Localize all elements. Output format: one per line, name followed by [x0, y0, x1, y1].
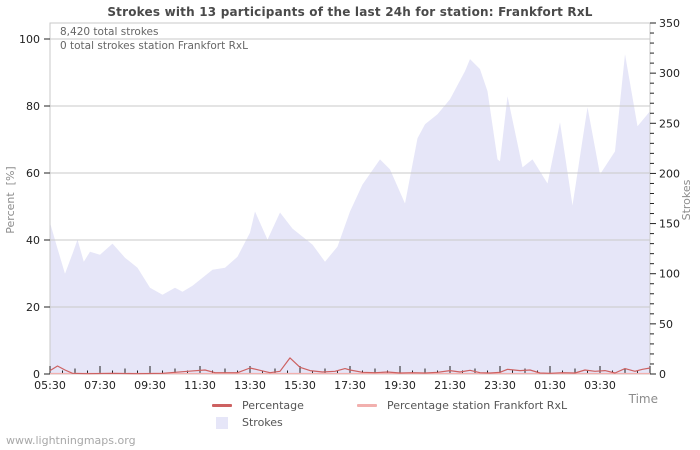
x-tick-label: 13:30	[234, 379, 266, 392]
legend: Percentage Percentage station Frankfort …	[212, 399, 567, 429]
legend-label-strokes: Strokes	[242, 416, 283, 429]
x-tick-label: 09:30	[134, 379, 166, 392]
legend-label-percentage: Percentage	[242, 399, 304, 412]
left-tick-label: 80	[26, 100, 40, 113]
x-tick-label: 15:30	[284, 379, 316, 392]
x-tick-label: 19:30	[384, 379, 416, 392]
x-tick-label: 03:30	[584, 379, 616, 392]
left-tick-label: 0	[33, 368, 40, 381]
strokes-area-swatch	[216, 416, 228, 429]
right-tick-label: 250	[659, 117, 680, 130]
left-axis-title: Percent [%]	[4, 166, 17, 234]
percentage-line-swatch	[212, 404, 232, 407]
watermark: www.lightningmaps.org	[6, 434, 136, 447]
right-tick-label: 200	[659, 167, 680, 180]
left-tick-label: 60	[26, 167, 40, 180]
x-axis-title: Time	[628, 392, 658, 406]
percentage-line	[49, 357, 651, 375]
x-tick-label: 07:30	[84, 379, 116, 392]
x-tick-label: 21:30	[434, 379, 466, 392]
x-tick-label: 17:30	[334, 379, 366, 392]
left-tick-label: 100	[19, 33, 40, 46]
left-tick-label: 40	[26, 234, 40, 247]
annotation-station-total-strokes: 0 total strokes station Frankfort RxL	[60, 40, 248, 52]
x-tick-label: 01:30	[534, 379, 566, 392]
right-tick-label: 50	[659, 318, 673, 331]
right-tick-label: 150	[659, 218, 680, 231]
left-tick-label: 20	[26, 301, 40, 314]
right-tick-label: 350	[659, 17, 680, 30]
x-tick-label: 11:30	[184, 379, 216, 392]
x-tick-label: 23:30	[484, 379, 516, 392]
annotation-total-strokes: 8,420 total strokes	[60, 26, 159, 38]
chart-title: Strokes with 13 participants of the last…	[107, 5, 593, 19]
x-tick-label: 05:30	[34, 379, 66, 392]
station-percentage-line-swatch	[357, 404, 377, 407]
strokes-area	[50, 54, 650, 374]
right-tick-label: 100	[659, 268, 680, 281]
right-tick-label: 300	[659, 67, 680, 80]
legend-label-station-percentage: Percentage station Frankfort RxL	[387, 399, 568, 412]
right-tick-label: 0	[659, 368, 666, 381]
right-axis-title: Strokes	[680, 179, 693, 221]
